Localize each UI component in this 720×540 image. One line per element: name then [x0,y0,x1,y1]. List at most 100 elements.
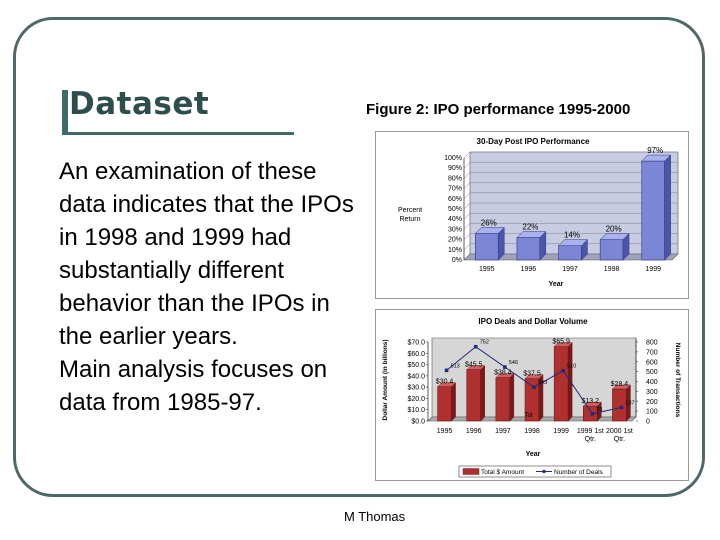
chart1-bar [475,233,499,261]
chart2-bar-label: $28.4 [611,381,629,388]
chart2-bar [437,386,452,422]
chart2-x-tick-label: 1998 [524,428,540,435]
chart1-bar-top [474,227,505,234]
chart2-deals-point [619,405,624,410]
chart2-title: IPO Deals and Dollar Volume [478,317,588,326]
chart2-y-tick-label: $40.0 [407,373,425,380]
chart2-deals-label: 752 [480,340,489,346]
chart1-y-tick-label: 0% [452,257,462,264]
chart1-data-label: 26% [481,218,497,227]
chart1-x-tick-label: 1996 [521,266,537,273]
chart1-y-label: Return [399,216,420,223]
chart2-bar-top [437,382,457,387]
chart2-y2-tick-label: 600 [646,359,658,366]
chart2-x-tick-label: 1999 [553,428,569,435]
chart2-x-tick-label: 1999 1st Qtr. [577,428,604,443]
chart1-bar [641,160,665,261]
chart2-bar [495,377,511,422]
chart2-deals-label: 546 [509,360,518,366]
chart2-y2-tick-label: 500 [646,369,658,376]
chart2-y2-tick-label: 800 [646,340,658,347]
chart1-title: 30-Day Post IPO Performance [477,137,590,146]
chart1-x-label: Year [549,281,564,288]
chart2-x-tick-label: 1996 [466,428,482,435]
chart2-x-tick-label: 2000 1st Qtr. [606,428,633,443]
chart2-y-tick-label: $0.0 [411,419,425,426]
chart2-bar-top [582,401,602,407]
chart1-x-tick-label: 1998 [604,266,620,273]
chart1-y-label: Percent [398,207,422,214]
body-text: An examination of these data indicates t… [59,155,359,419]
chart2-bar [553,346,569,422]
chart2-bar-label: $65.9 [552,339,570,346]
chart1-gridline-side [463,223,471,230]
chart1-gridline-side [463,162,471,169]
chart2-x-label: Year [526,451,541,458]
chart2-bar-top [466,365,486,370]
chart1-y-tick-label: 80% [448,175,462,182]
chart2-deals-point [444,368,449,373]
chart2-y2-tick-label: 400 [646,379,658,386]
chart2-deals-label: 510 [567,364,576,370]
chart2-y2-label: Number of Transactions [674,343,681,418]
chart1-y-tick-label: 100% [444,155,462,162]
chart1-gridline-side [463,172,471,179]
chart2-deals-label: 137 [625,400,634,406]
chart1-y-tick-label: 50% [448,206,462,213]
chart1-y-tick-label: 60% [448,196,462,203]
chart1-bar-top [599,233,630,240]
chart2-y-tick-label: $10.0 [407,407,425,414]
body-paragraph-2: Main analysis focuses on data from 1985-… [59,356,328,416]
chart1-data-label: 22% [522,223,538,232]
chart2-y2-tick-label: 300 [646,389,658,396]
chart1-gridline-side [463,253,471,261]
chart1-x-tick-label: 1997 [562,266,578,273]
chart2-y-tick-label: $30.0 [407,385,425,392]
chart2-legend-box [458,465,612,478]
chart2-bar-side [480,365,485,422]
chart1-y-tick-label: 10% [448,247,462,254]
slide-title: Dataset [69,86,210,122]
chart2-legend-label: Total $ Amount [481,469,524,476]
chart2-deals-point [590,411,595,416]
chart1-gridline-side [463,233,471,240]
title-accent-bar [62,90,68,132]
chart2-bar-label: $45.5 [465,362,483,369]
figure-title: Figure 2: IPO performance 1995-2000 [366,101,631,118]
chart2-bar [612,388,627,422]
chart2-bar-side [451,382,456,422]
chart1-gridline-side [463,151,471,159]
chart2-bar-top [611,384,631,390]
chart2-y2-tick-label: 700 [646,349,658,356]
chart1-bar-top [516,231,547,238]
chart1-data-label: 97% [647,146,663,155]
chart1-y-tick-label: 40% [448,216,462,223]
chart2-deals-label: 343 [538,380,547,386]
chart1-gridline-side [463,202,471,210]
ipo-performance-chart-svg: 30-Day Post IPO Performance 0% 10% 20% 30% 40… [398,137,679,288]
chart1-gridline-side [463,192,471,199]
ipo-deals-volume-chart-svg: IPO Deals and Dollar Volume $0.0 $10.0 $20.… [382,317,681,478]
chart2-deals-label: 513 [451,363,460,369]
chart2-legend-label: Number of Deals [554,469,604,476]
chart2-y-tick-label: $20.0 [407,396,425,403]
chart2-y-tick-label: $60.0 [407,351,425,358]
chart2-y-tick-label: $50.0 [407,362,425,369]
chart2-bar-label: $30.4 [436,379,454,386]
chart2-y2-tick-label: 200 [646,399,658,406]
body-paragraph-1: An examination of these data indicates t… [59,158,354,350]
chart2-y-tick-label: $70.0 [407,340,425,347]
chart1-bar-top [641,154,672,162]
chart2-deals-label: 73 [596,407,602,413]
chart1-bar-side [664,154,671,261]
chart2-bar-label: $37.5 [523,371,541,378]
chart1-bar [599,239,624,261]
chart1-gridline-side [463,182,471,189]
ipo-performance-chart: 30-Day Post IPO Performance 0% 10% 20% 30% 40… [375,131,689,299]
chart2-bar-top [553,342,573,347]
chart2-bar-top [524,374,544,379]
chart1-y-tick-label: 90% [448,165,462,172]
chart1-data-label: 20% [606,225,622,234]
chart2-y2-tick-label: 0 [646,419,650,426]
chart2-deals-point [473,344,478,349]
